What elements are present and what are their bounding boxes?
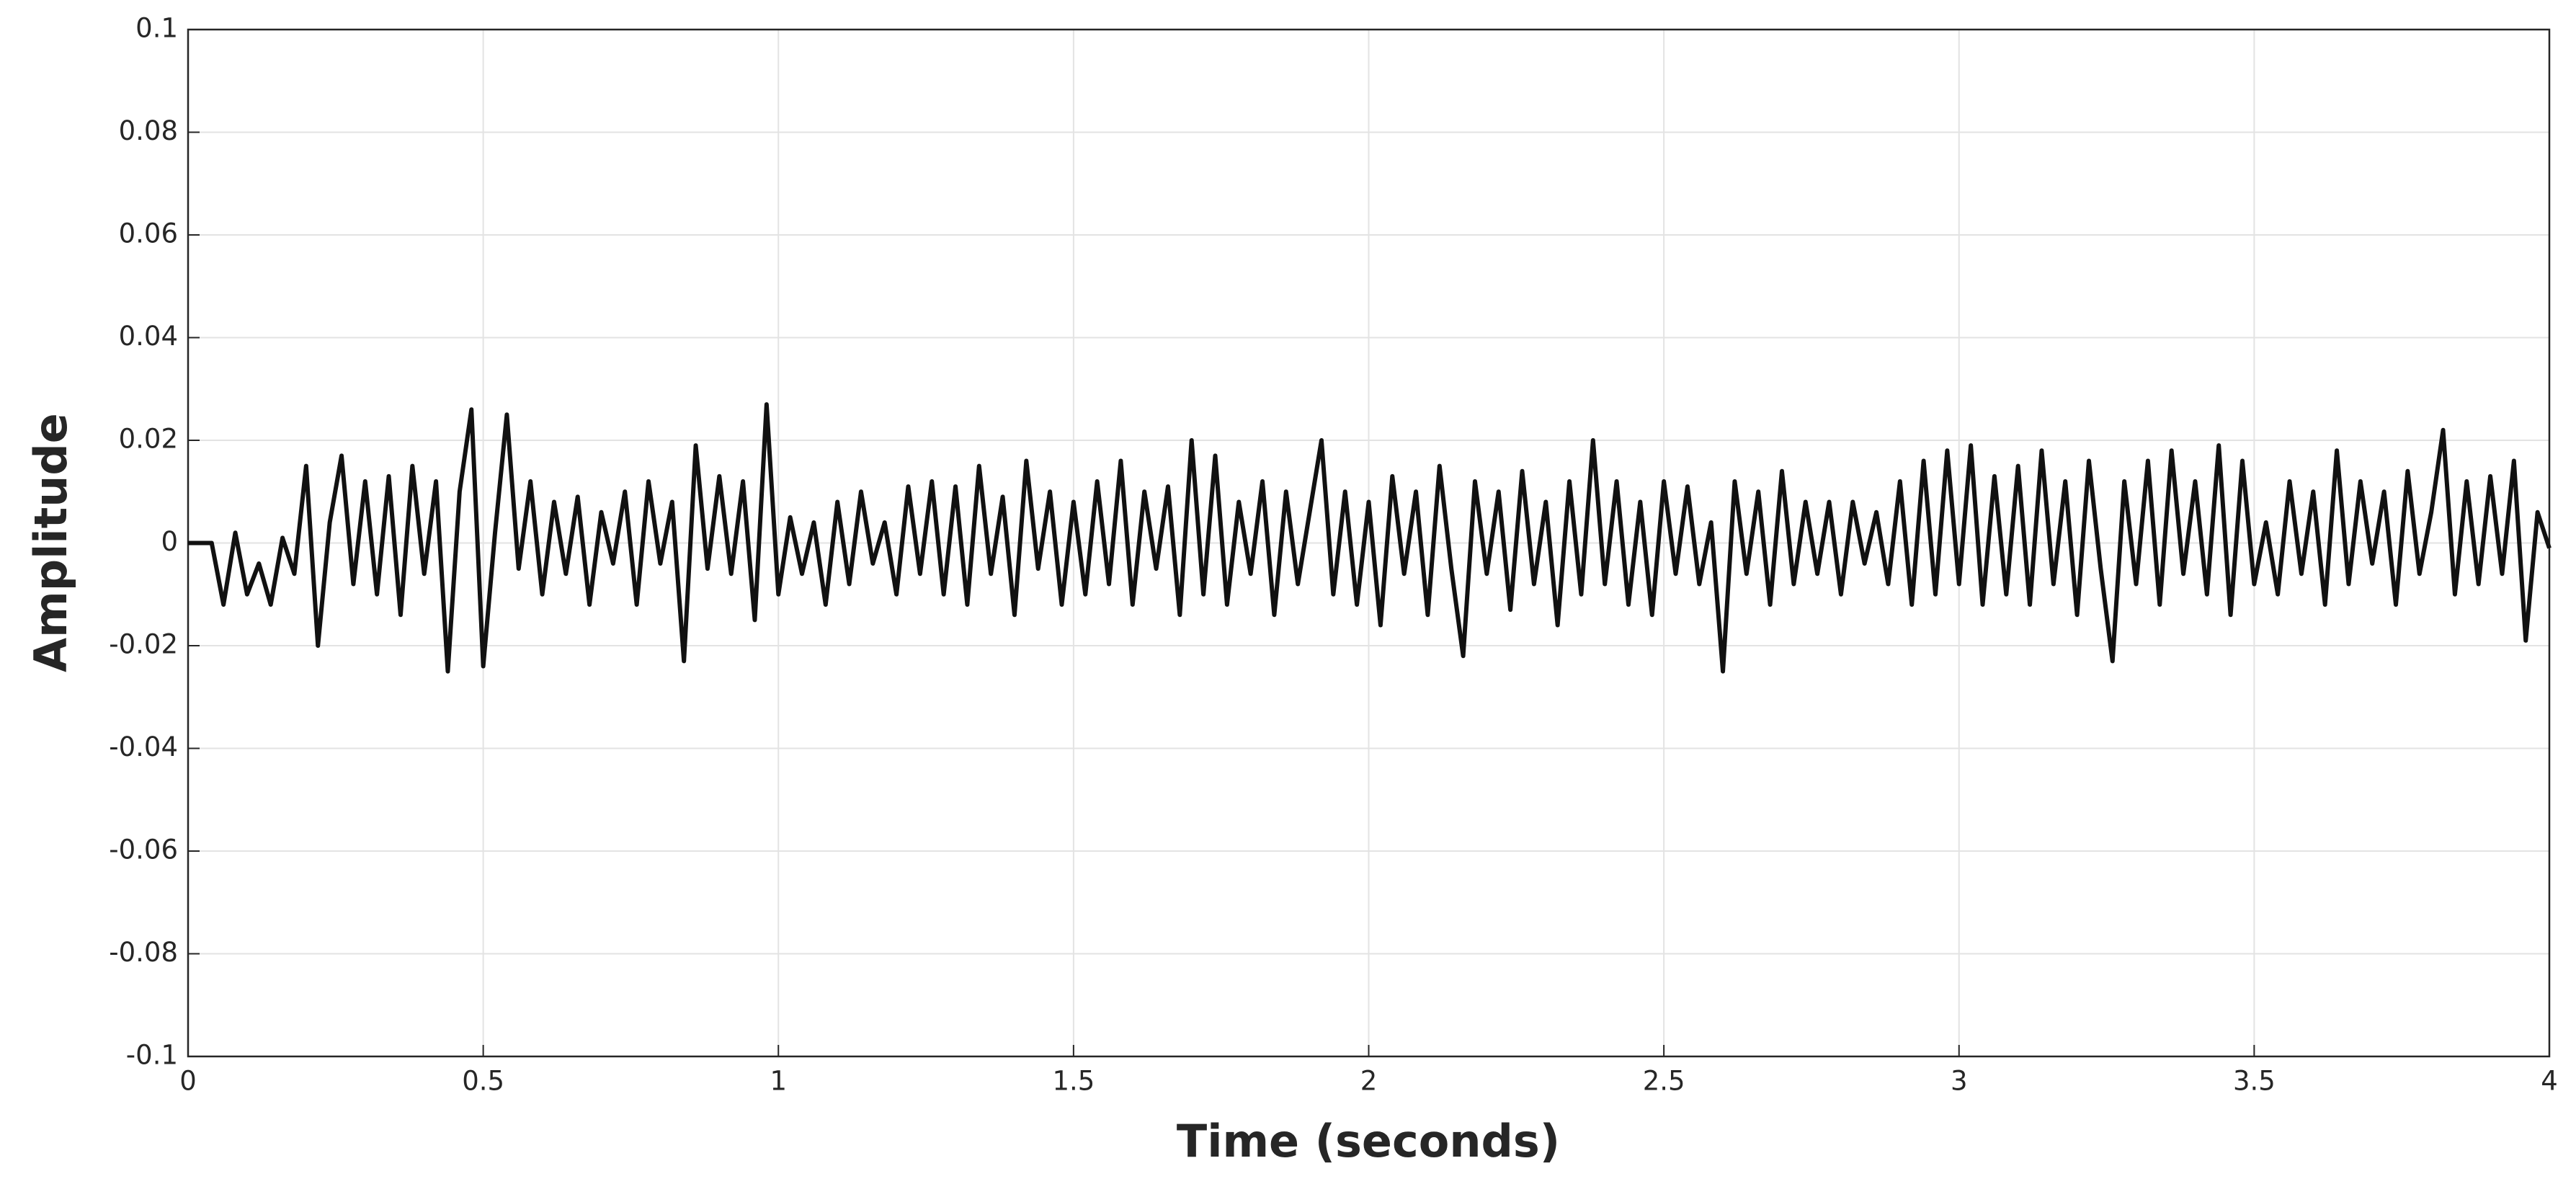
x-tick-label: 1.5: [1052, 1066, 1095, 1097]
x-tick-label: 3.5: [2233, 1066, 2276, 1097]
y-tick-label: 0: [161, 526, 178, 557]
y-tick-label: 0.06: [119, 218, 178, 249]
x-tick-label: 2.5: [1643, 1066, 1685, 1097]
x-axis-label: Time (seconds): [1177, 1115, 1560, 1167]
y-axis-label: Amplitude: [24, 413, 77, 672]
x-tick-label: 3: [1951, 1066, 1968, 1097]
y-tick-label: 0.1: [135, 13, 178, 44]
x-tick-label: 4: [2541, 1066, 2558, 1097]
x-tick-label: 0.5: [462, 1066, 504, 1097]
x-tick-label: 2: [1360, 1066, 1378, 1097]
signal-line: [188, 402, 2552, 674]
y-tick-label: 0.04: [119, 321, 178, 352]
y-tick-label: -0.08: [109, 937, 178, 968]
y-tick-label: -0.1: [126, 1040, 178, 1071]
y-tick-label: 0.08: [119, 115, 178, 146]
x-tick-label: 0: [179, 1066, 197, 1097]
y-tick-label: -0.04: [109, 731, 178, 762]
x-tick-label: 1: [770, 1066, 787, 1097]
y-tick-label: -0.06: [109, 834, 178, 865]
y-tick-label: 0.02: [119, 424, 178, 455]
y-tick-label: -0.02: [109, 629, 178, 660]
